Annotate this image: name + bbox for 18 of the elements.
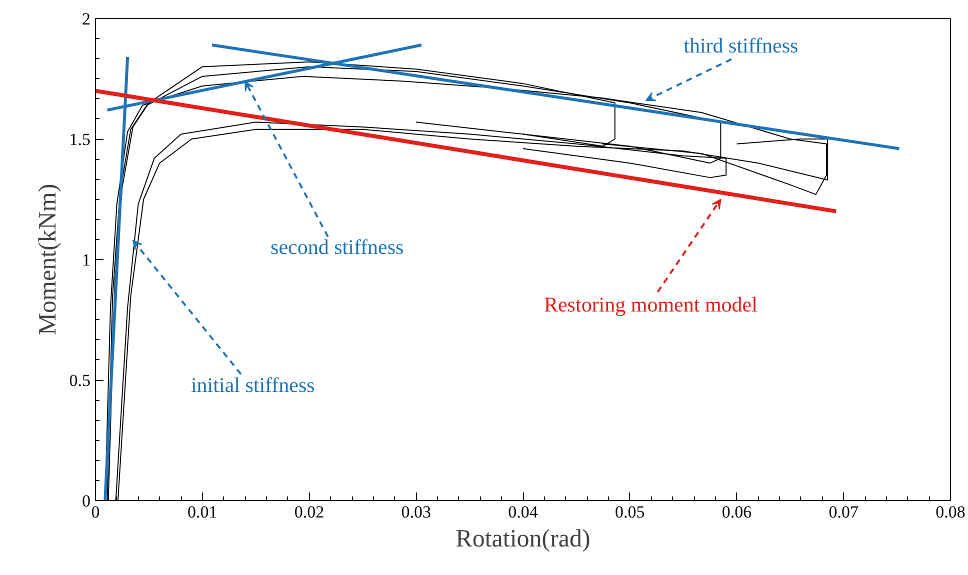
annotation: third stiffness	[684, 33, 798, 58]
x-tick-label: 0.08	[936, 502, 966, 522]
y-tick-label: 0.5	[69, 371, 90, 390]
x-tick-label: 0.03	[401, 502, 431, 522]
y-tick-label: 1.5	[69, 130, 90, 149]
annotation: initial stiffness	[190, 373, 315, 398]
x-axis-title: Rotation(rad)	[456, 526, 590, 552]
y-tick-label: 2	[82, 10, 90, 28]
x-tick-label: 0.05	[615, 502, 645, 522]
annotation: second stiffness	[270, 235, 404, 260]
y-axis-title: Moment(kNm)	[34, 184, 62, 336]
x-tick-label: 0.06	[722, 502, 752, 522]
x-tick-label: 0.07	[828, 502, 859, 522]
x-tick-label: 0.01	[188, 502, 218, 522]
annotation: Restoring moment model	[544, 292, 758, 316]
y-tick-label: 1	[82, 250, 90, 270]
x-tick-label: 0.04	[508, 502, 538, 522]
x-tick-label: 0.02	[294, 502, 324, 522]
